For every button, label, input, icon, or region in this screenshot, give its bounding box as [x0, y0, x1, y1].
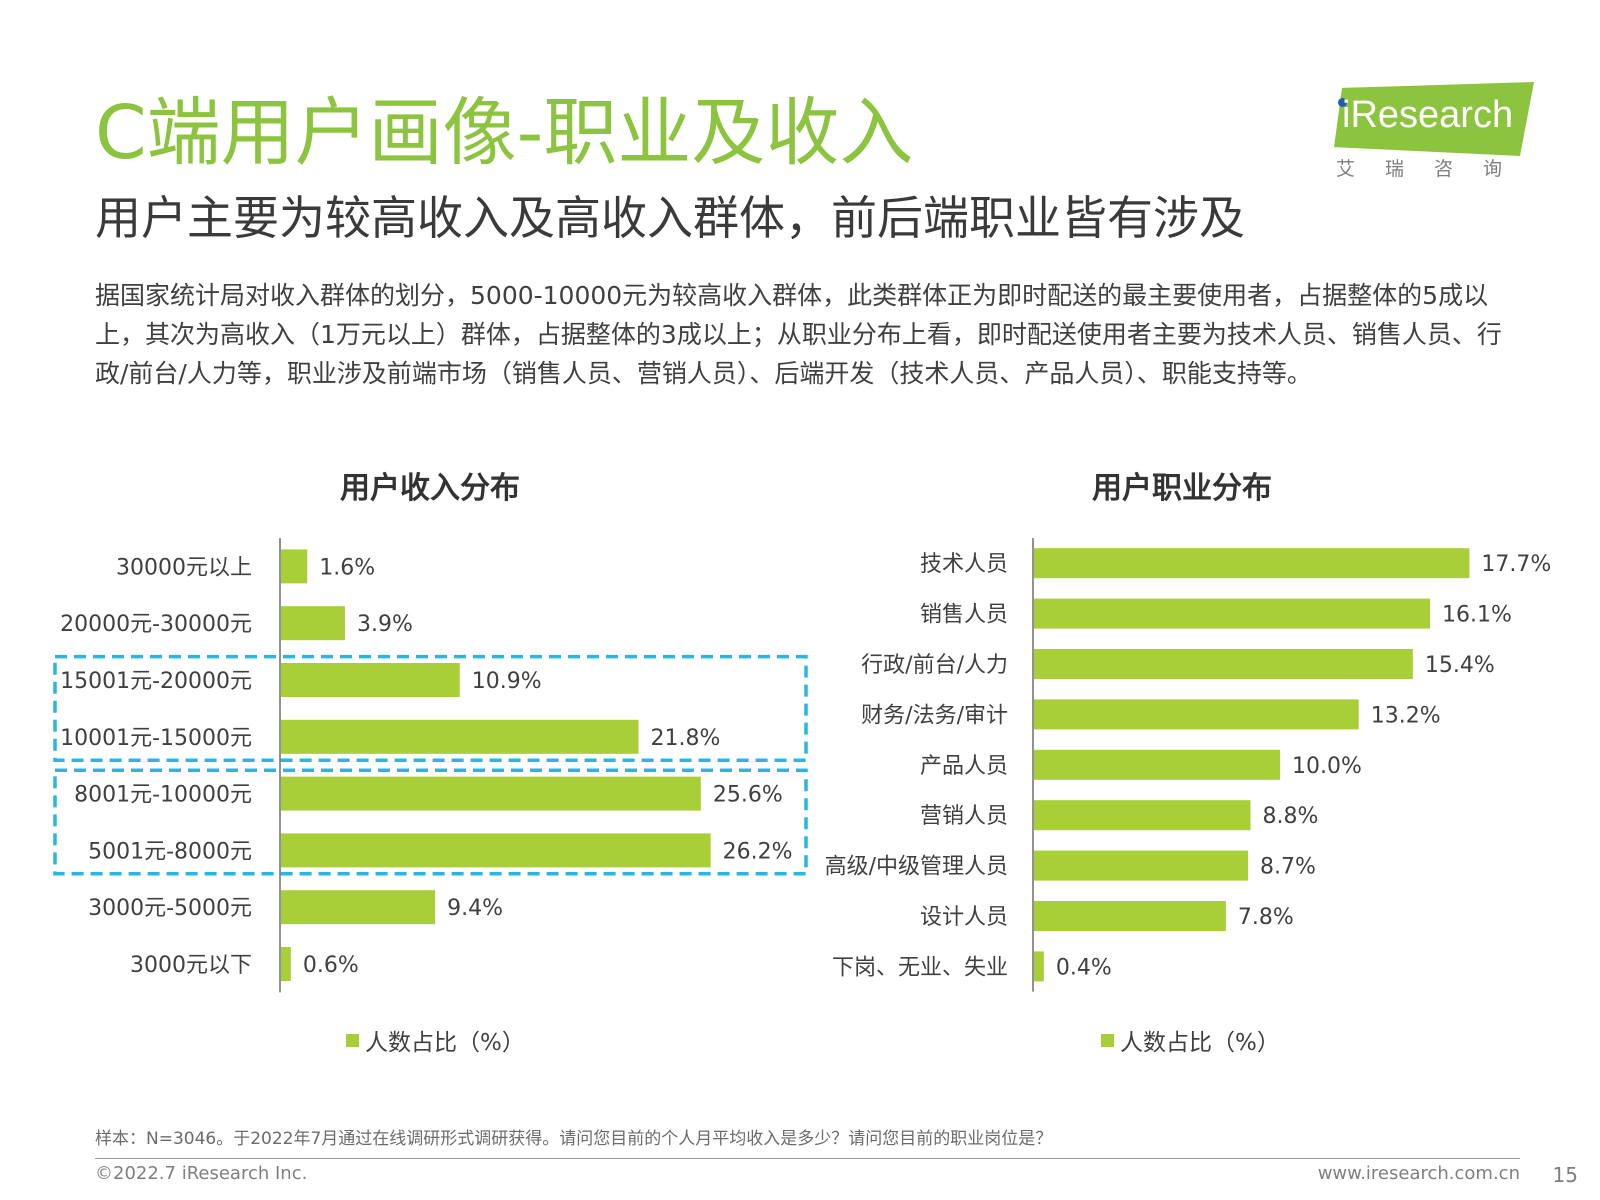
occupation-chart-title: 用户职业分布 — [1092, 471, 1272, 506]
category-label: 5001元-8000元 — [88, 839, 252, 864]
category-label: 3000元以下 — [130, 953, 252, 978]
logo-brand-text: iResearch — [1342, 94, 1514, 136]
legend-swatch — [346, 1033, 359, 1047]
value-label: 7.8% — [1238, 905, 1294, 930]
bar-5 — [281, 833, 711, 868]
category-label: 营销人员 — [920, 804, 1008, 829]
bar-2 — [281, 663, 460, 697]
bar-3 — [1034, 699, 1359, 730]
bar-0 — [1034, 548, 1470, 579]
bar-4 — [281, 776, 701, 811]
footer-divider — [95, 1158, 1520, 1159]
bar-6 — [1034, 850, 1249, 881]
value-label: 0.4% — [1056, 955, 1112, 980]
category-label: 技术人员 — [920, 552, 1008, 577]
bar-8 — [1034, 951, 1044, 982]
value-label: 26.2% — [723, 839, 793, 864]
value-label: 3.9% — [357, 612, 413, 637]
highlight-box-1 — [53, 768, 808, 876]
category-label: 3000元-5000元 — [88, 896, 252, 921]
value-label: 10.9% — [472, 669, 542, 694]
value-label: 21.8% — [651, 726, 721, 751]
value-label: 0.6% — [303, 953, 359, 978]
page-number: 15 — [1552, 1163, 1578, 1187]
bar-1 — [281, 606, 345, 641]
income-chart-legend: 人数占比（%） — [346, 1023, 525, 1057]
category-label: 10001元-15000元 — [60, 726, 252, 751]
value-label: 1.6% — [319, 555, 375, 580]
bar-5 — [1034, 800, 1251, 831]
bar-6 — [281, 890, 436, 925]
category-label: 下岗、无业、失业 — [832, 955, 1008, 980]
value-label: 13.2% — [1371, 703, 1441, 728]
iresearch-logo: iResearch 艾瑞咨询 — [1334, 82, 1534, 182]
value-label: 15.4% — [1425, 653, 1495, 678]
category-label: 8001元-10000元 — [74, 783, 252, 808]
bar-3 — [281, 719, 639, 754]
legend-label: 人数占比（%） — [365, 1030, 525, 1056]
legend-label: 人数占比（%） — [1120, 1030, 1280, 1056]
bar-7 — [1034, 901, 1226, 931]
logo-subtitle: 艾瑞咨询 — [1336, 158, 1533, 180]
legend-swatch — [1101, 1033, 1114, 1047]
summary-paragraph: 据国家统计局对收入群体的划分，5000-10000元为较高收入群体，此类群体正为… — [95, 281, 1502, 388]
logo-dot-icon — [1338, 98, 1347, 107]
page-subtitle: 用户主要为较高收入及高收入群体，前后端职业皆有涉及 — [95, 191, 1245, 245]
category-label: 财务/法务/审计 — [861, 703, 1008, 728]
value-label: 16.1% — [1442, 603, 1512, 628]
value-label: 25.6% — [713, 783, 783, 808]
value-label: 8.8% — [1262, 804, 1318, 829]
logo-mark — [1334, 82, 1534, 156]
bar-4 — [1034, 749, 1280, 780]
value-label: 10.0% — [1292, 754, 1362, 779]
value-label: 9.4% — [447, 896, 503, 921]
bar-2 — [1034, 649, 1413, 679]
category-label: 20000元-30000元 — [60, 612, 252, 637]
sample-note: 样本：N=3046。于2022年7月通过在线调研形式调研获得。请问您目前的个人月… — [95, 1129, 1053, 1149]
category-label: 设计人员 — [920, 905, 1008, 930]
highlight-box-0 — [53, 654, 808, 762]
bar-1 — [1034, 598, 1431, 629]
bar-7 — [281, 947, 291, 981]
copyright: ©2022.7 iResearch Inc. — [95, 1163, 308, 1184]
page-title: C端用户画像-职业及收入 — [95, 90, 914, 176]
value-label: 17.7% — [1481, 552, 1551, 577]
category-label: 15001元-20000元 — [60, 669, 252, 694]
category-label: 销售人员 — [920, 603, 1008, 628]
occupation-chart-legend: 人数占比（%） — [1101, 1023, 1280, 1057]
website-link[interactable]: www.iresearch.com.cn — [1317, 1163, 1520, 1184]
category-label: 高级/中级管理人员 — [825, 855, 1008, 880]
category-label: 产品人员 — [920, 754, 1008, 779]
category-label: 行政/前台/人力 — [861, 653, 1008, 678]
value-label: 8.7% — [1260, 855, 1316, 880]
category-label: 30000元以上 — [116, 555, 252, 580]
bar-0 — [281, 549, 308, 584]
income-chart-title: 用户收入分布 — [340, 471, 520, 506]
